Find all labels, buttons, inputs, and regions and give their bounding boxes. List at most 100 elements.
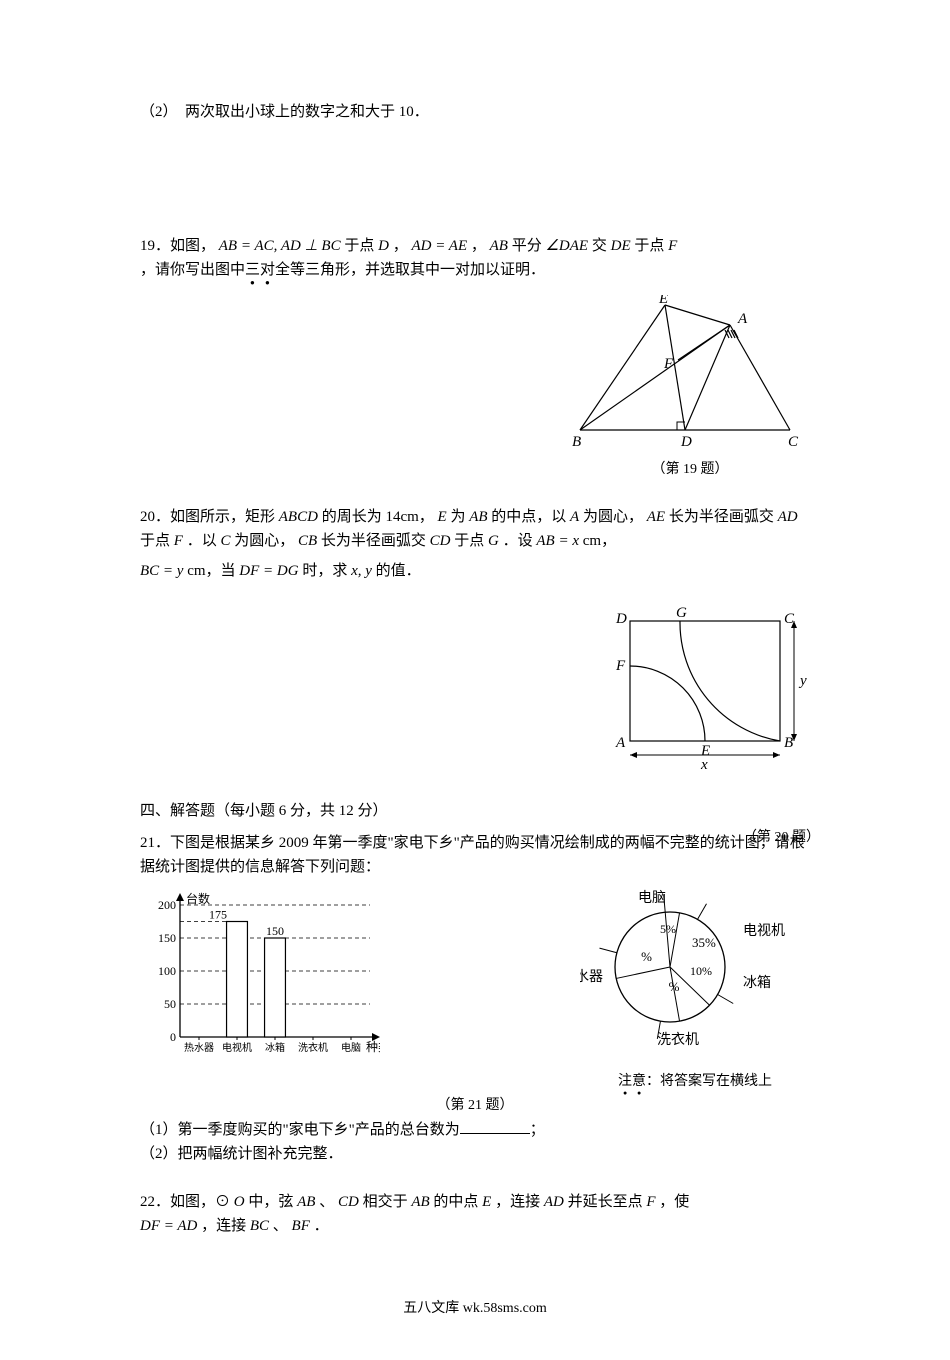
svg-text:175: 175 — [209, 908, 227, 922]
p19-t3: 平分 — [512, 238, 542, 254]
p22-pre: 22．如图，⊙ — [140, 1194, 230, 1210]
svg-text:D: D — [615, 611, 627, 627]
blank-input[interactable] — [460, 1119, 530, 1134]
p22-t7: ，使 — [659, 1194, 689, 1210]
p21-s1-after: ； — [530, 1122, 545, 1138]
p19-l2b: 全等三角形，并选取其中一对加以证明． — [275, 262, 545, 278]
p20-mCB: CB — [298, 533, 317, 549]
svg-text:冰箱: 冰箱 — [743, 975, 771, 991]
svg-text:电视机: 电视机 — [743, 923, 785, 939]
svg-text:电脑: 电脑 — [638, 890, 666, 906]
p20-c: 为 — [450, 509, 469, 525]
p20-mABx: AB = x — [536, 533, 579, 549]
p22-AB: AB — [297, 1194, 315, 1210]
pie-chart: 35%10%5%%%电视机电脑冰箱洗衣机热水器 — [580, 887, 810, 1067]
p22-F: F — [646, 1194, 655, 1210]
section-4-header: 四、解答题（每小题 6 分，共 12 分） — [140, 799, 810, 823]
p20-2c: 的值． — [376, 563, 421, 579]
svg-text:100: 100 — [158, 964, 176, 978]
p20-f: 长为半径画弧交 — [669, 509, 778, 525]
p20-mBCy: BC = y — [140, 563, 183, 579]
p20-mA: A — [570, 509, 579, 525]
svg-text:150: 150 — [158, 931, 176, 945]
bar-chart: 050100150200台数种类热水器电视机冰箱洗衣机电脑175150 — [140, 887, 380, 1067]
svg-text:E: E — [658, 295, 668, 307]
p19-c1: ， — [393, 238, 408, 254]
p20-m: cm， — [583, 533, 616, 549]
p19-c2: ， — [471, 238, 486, 254]
p20-mAE: AE — [647, 509, 665, 525]
p20-2b: 时，求 — [302, 563, 351, 579]
p20-g: 于点 — [140, 533, 174, 549]
p22-t5: ，连接 — [495, 1194, 544, 1210]
svg-text:5%: 5% — [660, 922, 676, 936]
p21-note-emph: 注意 — [618, 1074, 646, 1089]
p20-a: 20．如图所示，矩形 — [140, 509, 279, 525]
p20-d: 的中点，以 — [491, 509, 570, 525]
svg-text:B: B — [784, 735, 793, 751]
svg-text:台数: 台数 — [186, 891, 210, 906]
svg-text:10%: 10% — [690, 964, 712, 978]
p19-statement: 19．如图， AB = AC, AD ⊥ BC 于点 D ， AD = AE ，… — [140, 234, 810, 258]
p20-statement: 20．如图所示，矩形 ABCD 的周长为 14cm， E 为 AB 的中点，以 … — [140, 505, 810, 553]
p20-mG: G — [488, 533, 499, 549]
p19-m1: AB = AC, AD ⊥ BC — [219, 238, 341, 254]
p22-E: E — [482, 1194, 491, 1210]
p22-t4: 的中点 — [433, 1194, 482, 1210]
p19-mD: D — [378, 238, 389, 254]
p21-note-text: ：将答案写在横线上 — [646, 1074, 772, 1089]
p20-mCD: CD — [430, 533, 451, 549]
triangle-figure: BDCAEF — [570, 295, 810, 455]
p20-mC: C — [220, 533, 230, 549]
svg-text:F: F — [615, 658, 626, 674]
problem-19: 19．如图， AB = AC, AD ⊥ BC 于点 D ， AD = AE ，… — [140, 234, 810, 481]
p21-sub2: （2）把两幅统计图补充完整． — [140, 1142, 810, 1166]
p20-e: 为圆心， — [583, 509, 643, 525]
p19-line2: ，请你写出图中三对全等三角形，并选取其中一对加以证明． — [140, 258, 810, 287]
svg-text:C: C — [784, 611, 795, 627]
problem-18-sub2: （2） 两次取出小球上的数字之和大于 10． — [140, 100, 810, 124]
svg-text:x: x — [700, 757, 708, 771]
svg-text:洗衣机: 洗衣机 — [657, 1032, 699, 1048]
p20-mF: F — [174, 533, 183, 549]
p20-mAD: AD — [778, 509, 798, 525]
svg-text:热水器: 热水器 — [580, 969, 603, 985]
p20-2a: cm，当 — [187, 563, 239, 579]
rectangle-figure: xyABCDEFG — [610, 591, 810, 771]
p22-t2: 、 — [319, 1194, 334, 1210]
svg-text:E: E — [700, 743, 710, 759]
p19-m5: DE — [611, 238, 631, 254]
p20-k: 于点 — [454, 533, 488, 549]
svg-text:200: 200 — [158, 898, 176, 912]
svg-text:%: % — [641, 949, 652, 964]
p22-CD: CD — [338, 1194, 359, 1210]
p22-BC: BC — [250, 1218, 269, 1234]
bar-chart-container: 050100150200台数种类热水器电视机冰箱洗衣机电脑175150 — [140, 887, 380, 1067]
p20-m1: ABCD — [279, 509, 318, 525]
svg-text:D: D — [680, 434, 692, 450]
p21-note: 注意：将答案写在横线上 — [618, 1071, 772, 1097]
p21-sub1: （1）第一季度购买的"家电下乡"产品的总台数为； — [140, 1118, 810, 1142]
p19-m3: AB — [490, 238, 508, 254]
p22-t8: ，连接 — [201, 1218, 250, 1234]
p19-mF: F — [668, 238, 677, 254]
svg-text:150: 150 — [266, 924, 284, 938]
svg-text:G: G — [676, 605, 687, 621]
p20-figure: xyABCDEFG — [140, 591, 810, 771]
svg-text:B: B — [572, 434, 581, 450]
p20-b: 的周长为 14cm， — [322, 509, 434, 525]
p19-emph: 三对 — [245, 262, 275, 278]
p20-j: 长为半径画弧交 — [321, 533, 430, 549]
p22-DFAD: DF = AD — [140, 1218, 197, 1234]
svg-text:电视机: 电视机 — [222, 1041, 252, 1054]
p21-intro: 21．下图是根据某乡 2009 年第一季度"家电下乡"产品的购买情况绘制成的两幅… — [140, 831, 810, 879]
p22-t1: 中，弦 — [248, 1194, 297, 1210]
p22-t10: ． — [314, 1218, 329, 1234]
svg-text:电脑: 电脑 — [341, 1041, 361, 1054]
svg-text:F: F — [663, 356, 674, 372]
svg-text:A: A — [737, 311, 748, 327]
svg-text:洗衣机: 洗衣机 — [298, 1041, 328, 1054]
p22-AB2: AB — [411, 1194, 429, 1210]
problem-22: 22．如图，⊙ O 中，弦 AB 、 CD 相交于 AB 的中点 E ，连接 A… — [140, 1190, 810, 1238]
svg-text:热水器: 热水器 — [184, 1041, 214, 1054]
